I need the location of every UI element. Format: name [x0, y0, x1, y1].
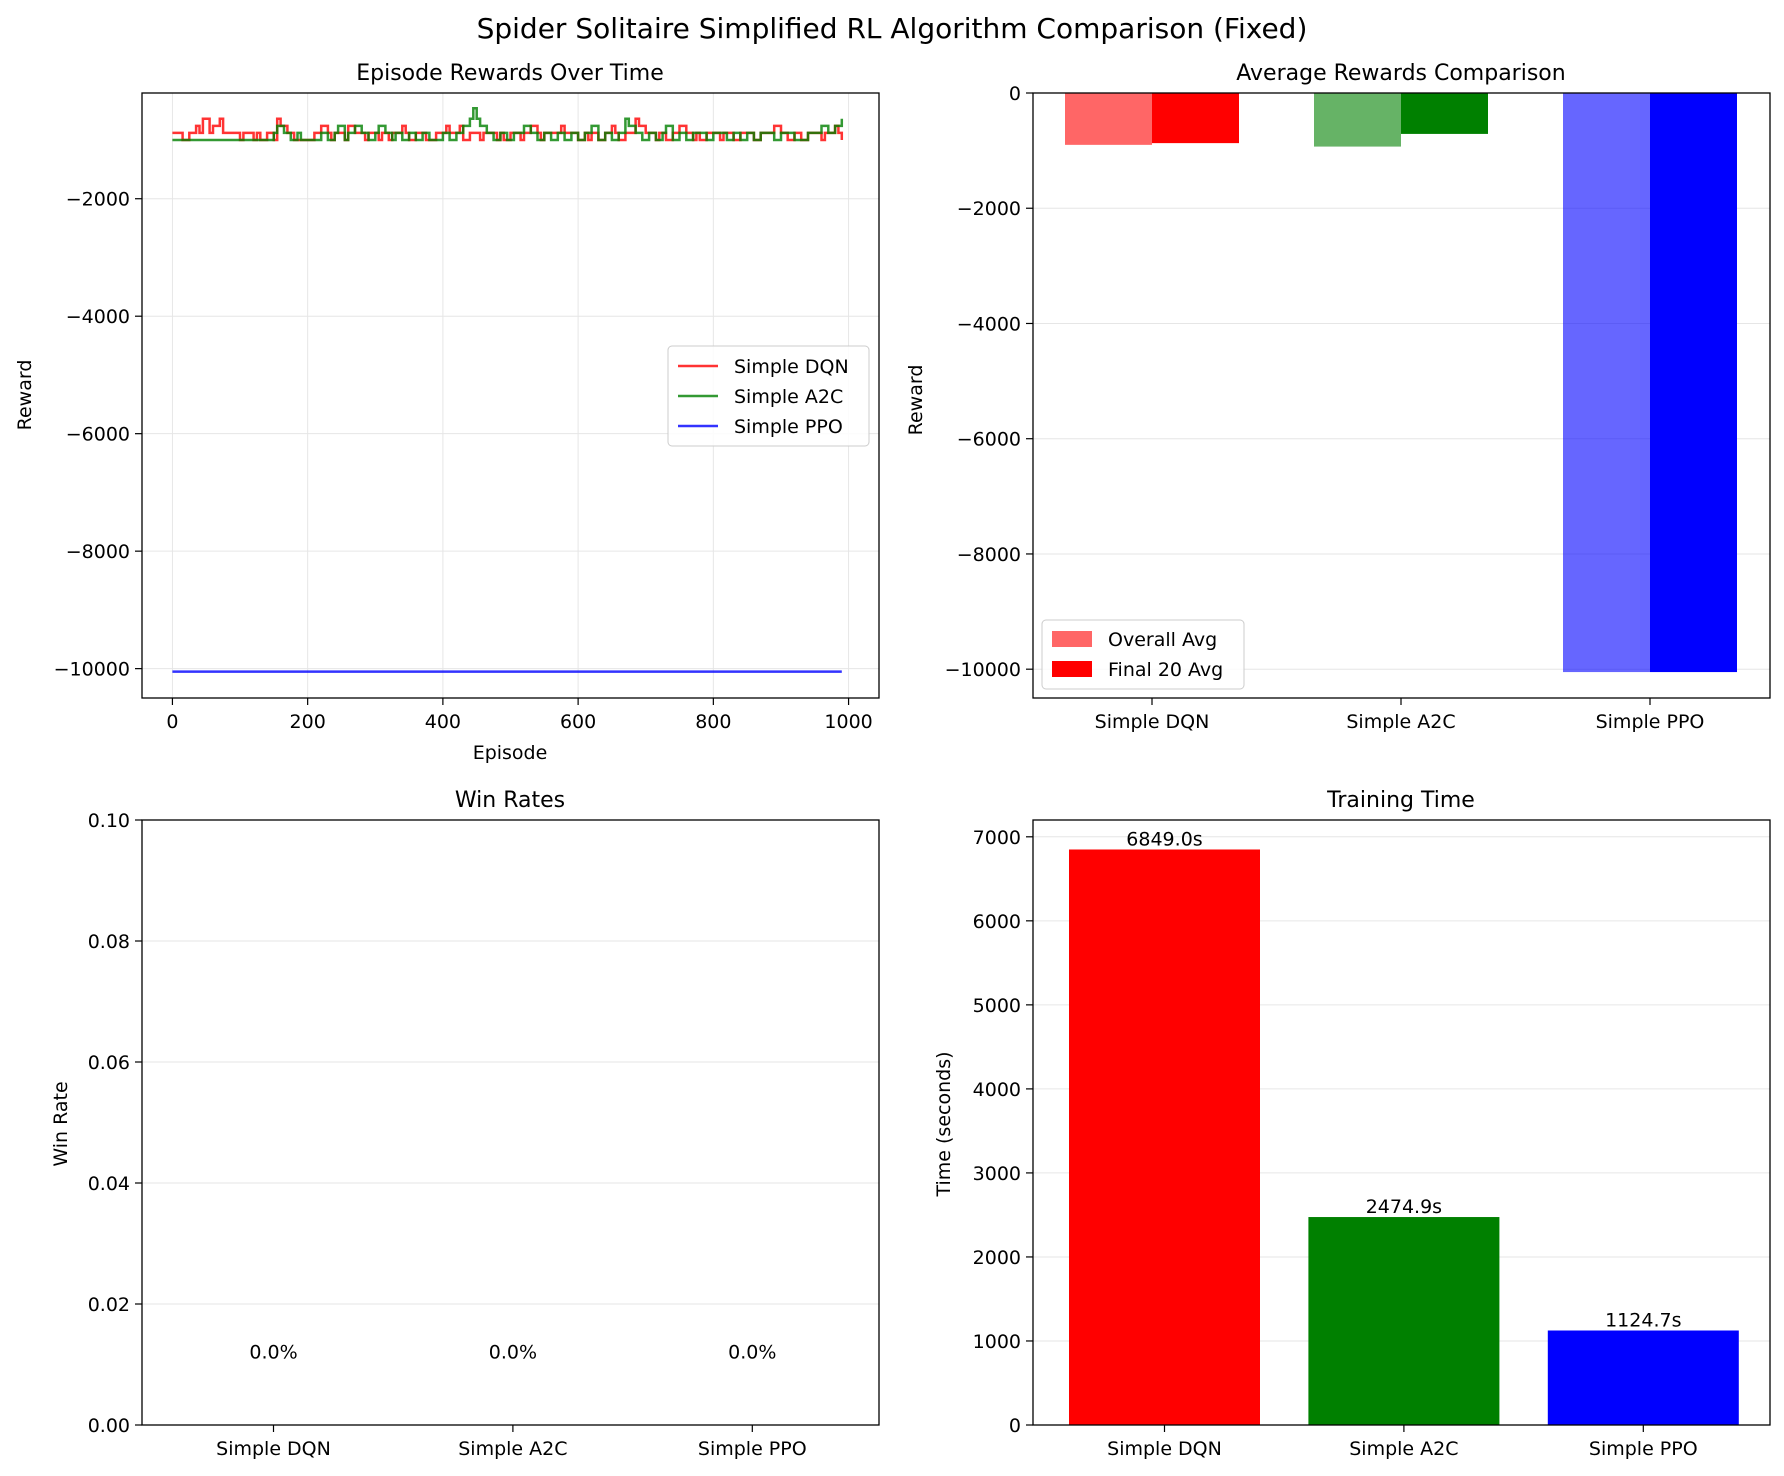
x-tick-label: 600: [560, 711, 596, 733]
bar: [1152, 93, 1239, 144]
x-tick-label: 400: [425, 711, 461, 733]
bar-value-label: 1124.7s: [1605, 1309, 1681, 1331]
y-tick-label: 5000: [973, 995, 1021, 1017]
y-tick-label: −8000: [66, 541, 130, 563]
y-tick-label: −10000: [54, 659, 130, 681]
training-time-frame: [1032, 819, 1771, 1426]
win-rates-panel: Win Rates 0.0% 0.0% 0.0% 0.00 0.02 0.04 0.06 0…: [50, 788, 880, 1460]
average-rewards-title: Average Rewards Comparison: [1236, 61, 1565, 86]
x-tick-label: Simple A2C: [458, 1438, 567, 1460]
y-tick-label: 0: [1009, 83, 1021, 105]
episode-rewards-ylabel: Reward: [14, 360, 36, 431]
bar: [1650, 93, 1737, 673]
y-tick-label: −6000: [957, 429, 1021, 451]
figure-suptitle: Spider Solitaire Simplified RL Algorithm…: [477, 12, 1308, 45]
x-tick-label: 800: [695, 711, 731, 733]
bar: [1401, 93, 1488, 134]
y-tick-label: 3000: [973, 1163, 1021, 1185]
y-tick-label: 0.08: [88, 931, 130, 953]
bar: [1314, 93, 1401, 147]
y-tick-label: 2000: [973, 1247, 1021, 1269]
y-tick-label: −4000: [66, 306, 130, 328]
legend-swatch: [1052, 631, 1092, 647]
bar-value-label: 6849.0s: [1126, 828, 1202, 850]
bar-value-label: 0.0%: [728, 1341, 776, 1363]
average-rewards-panel: Average Rewards Comparison 0 −2000 −4000 −6…: [905, 61, 1771, 733]
y-tick-label: 0.10: [88, 810, 130, 832]
episode-rewards-legend: Simple DQN Simple A2C Simple PPO: [667, 345, 870, 447]
x-tick-label: Simple A2C: [1346, 711, 1455, 733]
win-rates-frame: [141, 819, 880, 1426]
average-rewards-legend: Overall Avg Final 20 Avg: [1041, 619, 1245, 690]
y-tick-label: −2000: [66, 189, 130, 211]
x-tick-label: Simple DQN: [1095, 711, 1210, 733]
legend-box: [1041, 619, 1245, 690]
win-rates-ylabel: Win Rate: [50, 1081, 72, 1166]
legend-label: Simple DQN: [734, 356, 849, 378]
y-tick-label: 0.06: [88, 1052, 130, 1074]
x-tick-label: 200: [290, 711, 326, 733]
episode-rewards-frame: [141, 92, 880, 699]
y-tick-label: 7000: [973, 827, 1021, 849]
episode-rewards-xlabel: Episode: [473, 742, 548, 764]
y-tick-label: −10000: [945, 659, 1021, 681]
y-tick-label: 0.04: [88, 1173, 130, 1195]
x-tick-label: Simple DQN: [1107, 1438, 1222, 1460]
bar: [1069, 849, 1260, 1425]
y-tick-label: −8000: [957, 544, 1021, 566]
series-line-simple-a2c: [172, 107, 844, 142]
legend-label: Final 20 Avg: [1108, 659, 1223, 681]
y-tick-label: 6000: [973, 911, 1021, 933]
training-time-panel: Training Time 6849.0s 2474.9s 1124.7s 0 100…: [933, 788, 1771, 1460]
legend-label: Simple A2C: [734, 386, 843, 408]
legend-box: [667, 345, 870, 447]
y-tick-label: 0.02: [88, 1294, 130, 1316]
legend-label: Simple PPO: [734, 416, 843, 438]
x-tick-label: Simple A2C: [1349, 1438, 1458, 1460]
episode-rewards-panel: Episode Rewards Over Time 0 200 400 600 800 1…: [14, 61, 880, 764]
y-tick-label: −6000: [66, 424, 130, 446]
legend-label: Overall Avg: [1108, 629, 1217, 651]
x-tick-label: Simple PPO: [1596, 711, 1705, 733]
bar: [1308, 1217, 1500, 1425]
training-time-ylabel: Time (seconds): [933, 1051, 955, 1197]
bar-value-label: 2474.9s: [1366, 1196, 1442, 1218]
episode-rewards-title: Episode Rewards Over Time: [356, 61, 664, 86]
win-rates-title: Win Rates: [455, 788, 565, 813]
bar-value-label: 0.0%: [249, 1341, 297, 1363]
bar: [1065, 93, 1152, 145]
y-tick-label: −2000: [957, 198, 1021, 220]
bar: [1547, 1330, 1739, 1425]
x-tick-label: 1000: [824, 711, 872, 733]
bar-value-label: 0.0%: [489, 1341, 537, 1363]
y-tick-label: −4000: [957, 313, 1021, 335]
x-tick-label: 0: [166, 711, 178, 733]
legend-swatch: [1052, 661, 1092, 677]
training-time-title: Training Time: [1326, 788, 1475, 813]
x-tick-label: Simple PPO: [1589, 1438, 1698, 1460]
y-tick-label: 1000: [973, 1331, 1021, 1353]
x-tick-label: Simple PPO: [698, 1438, 807, 1460]
y-tick-label: 0: [1009, 1415, 1021, 1437]
y-tick-label: 0.00: [88, 1415, 130, 1437]
x-tick-label: Simple DQN: [216, 1438, 331, 1460]
bar: [1563, 93, 1650, 673]
average-rewards-ylabel: Reward: [905, 365, 927, 436]
y-tick-label: 4000: [973, 1079, 1021, 1101]
